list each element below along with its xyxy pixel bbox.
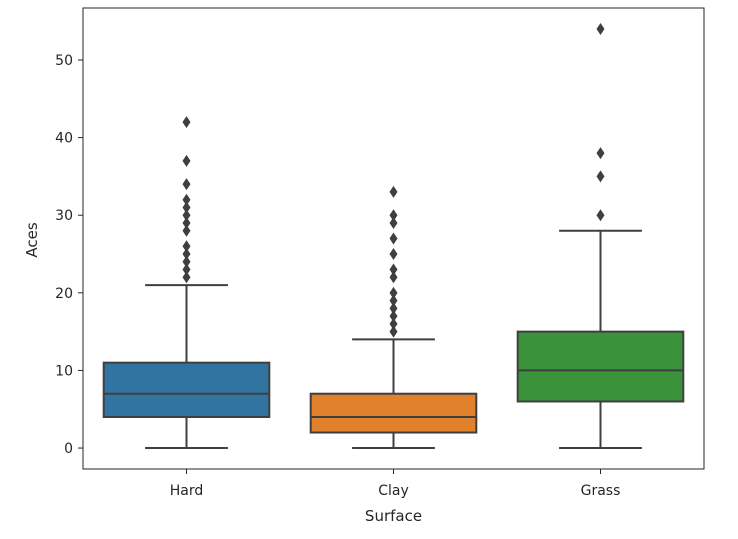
outlier-point [182, 240, 191, 253]
iqr-box [102, 361, 271, 419]
x-tick-label: Hard [170, 483, 204, 499]
outlier-point [182, 178, 191, 191]
y-tick-label: 0 [64, 441, 73, 457]
outlier-point [389, 263, 398, 276]
outlier-point [596, 209, 605, 222]
iqr-box [309, 392, 478, 434]
outlier-point [182, 154, 191, 167]
y-axis-ticks: 0 10 20 30 40 50 [55, 53, 83, 457]
outlier-point [182, 255, 191, 268]
outlier-point [182, 216, 191, 229]
outlier-point [389, 310, 398, 323]
outlier-point [182, 201, 191, 214]
y-axis-label: Aces [23, 222, 41, 257]
plot-marks [102, 22, 685, 450]
outlier-point [389, 302, 398, 315]
outlier-point [182, 209, 191, 222]
outlier-point [389, 216, 398, 229]
iqr-box [516, 330, 685, 403]
outlier-point [182, 193, 191, 206]
outlier-point [389, 286, 398, 299]
outlier-point [182, 271, 191, 284]
outlier-point [182, 224, 191, 237]
x-tick-label: Clay [378, 483, 409, 499]
outlier-point [389, 271, 398, 284]
outlier-point [389, 185, 398, 198]
box-group-clay [309, 185, 478, 450]
outlier-point [182, 248, 191, 261]
outlier-point [596, 170, 605, 183]
outlier-point [596, 22, 605, 35]
outlier-point [389, 294, 398, 307]
x-axis-ticks: Hard Clay Grass [170, 469, 621, 499]
y-tick-label: 50 [55, 53, 73, 69]
y-tick-label: 10 [55, 363, 73, 379]
box-group-hard [102, 116, 271, 450]
outlier-point [389, 325, 398, 338]
y-tick-label: 40 [55, 131, 73, 147]
y-tick-label: 20 [55, 286, 73, 302]
outlier-point [596, 147, 605, 160]
x-tick-label: Grass [581, 483, 621, 499]
box-group-grass [516, 22, 685, 450]
x-axis-label: Surface [365, 507, 422, 525]
outlier-point [389, 209, 398, 222]
outlier-point [389, 317, 398, 330]
outlier-point [182, 263, 191, 276]
outlier-point [182, 116, 191, 129]
y-tick-label: 30 [55, 208, 73, 224]
outlier-point [389, 248, 398, 261]
outlier-point [389, 232, 398, 245]
